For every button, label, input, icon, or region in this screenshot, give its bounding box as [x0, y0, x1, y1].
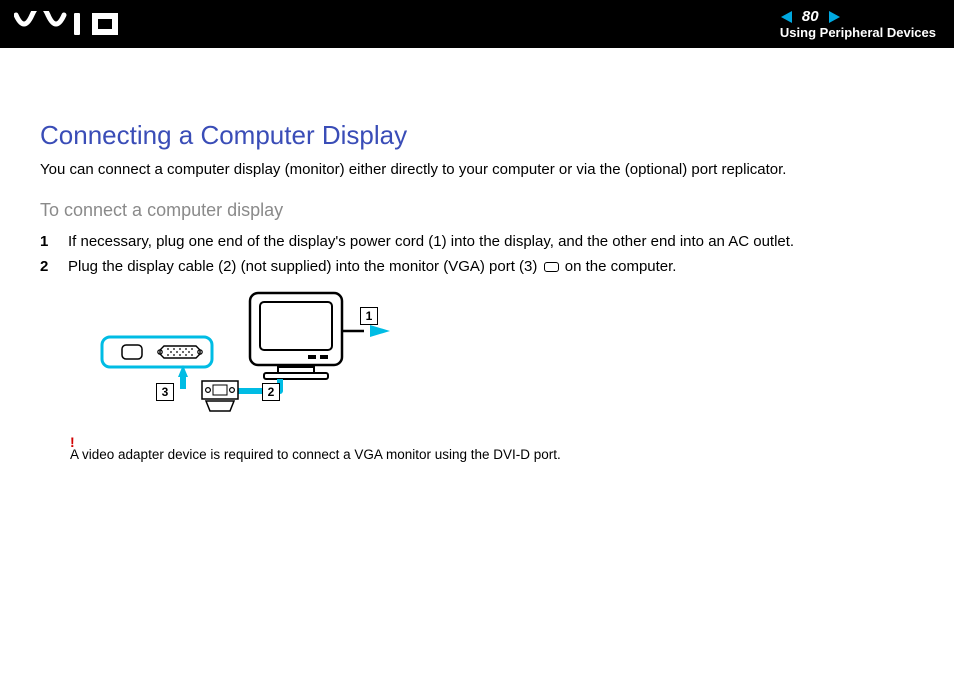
next-page-arrow-icon[interactable]	[827, 10, 841, 24]
callout-3: 3	[156, 383, 174, 401]
header-right: 80 Using Peripheral Devices	[780, 8, 936, 40]
step-text: If necessary, plug one end of the displa…	[68, 233, 794, 250]
page-heading: Connecting a Computer Display	[40, 120, 914, 151]
step-item: 1 If necessary, plug one end of the disp…	[40, 233, 914, 250]
vga-port-icon	[544, 262, 559, 272]
step-text-after: on the computer.	[561, 258, 677, 275]
sub-heading: To connect a computer display	[40, 200, 914, 221]
page-number: 80	[800, 8, 821, 25]
page-nav: 80	[780, 8, 936, 25]
prev-page-arrow-icon[interactable]	[780, 10, 794, 24]
vaio-logo	[14, 11, 124, 37]
connection-diagram: 1 2 3	[70, 287, 410, 427]
step-item: 2 Plug the display cable (2) (not suppli…	[40, 258, 914, 275]
intro-paragraph: You can connect a computer display (moni…	[40, 161, 914, 178]
callout-1: 1	[360, 307, 378, 325]
warning-text: A video adapter device is required to co…	[70, 447, 914, 462]
step-text: Plug the display cable (2) (not supplied…	[68, 258, 676, 275]
step-number: 2	[40, 258, 68, 275]
step-number: 1	[40, 233, 68, 250]
steps-list: 1 If necessary, plug one end of the disp…	[40, 233, 914, 275]
warning-block: ! A video adapter device is required to …	[70, 435, 914, 462]
page-content: Connecting a Computer Display You can co…	[0, 48, 954, 462]
header-bar: 80 Using Peripheral Devices	[0, 0, 954, 48]
section-label: Using Peripheral Devices	[780, 25, 936, 40]
step-text-before: Plug the display cable (2) (not supplied…	[68, 258, 542, 275]
callout-2: 2	[262, 383, 280, 401]
